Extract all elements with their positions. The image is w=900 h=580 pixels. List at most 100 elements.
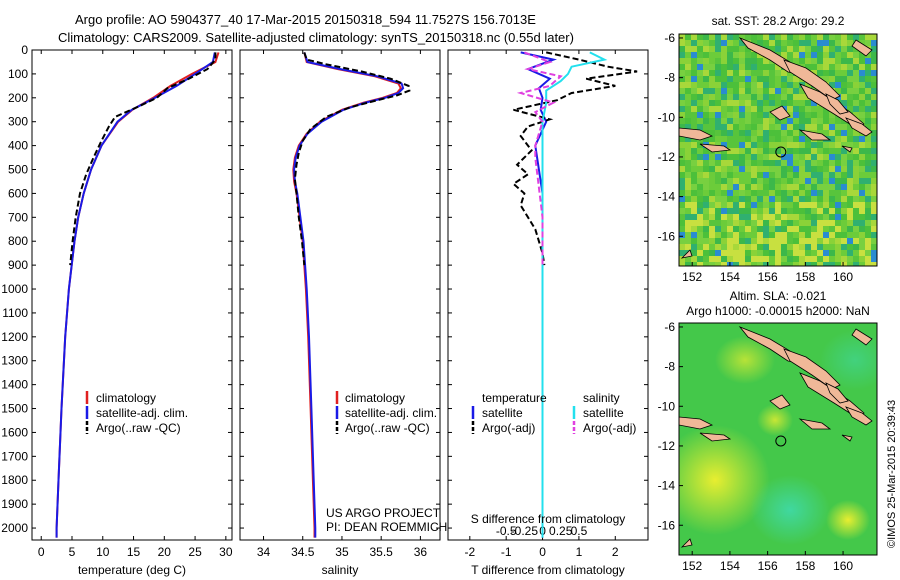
legend-temperature-title: temperature [482,391,547,405]
depth-tick-label: 1000 [1,282,28,296]
sst-cell [733,94,739,100]
sst-cell [787,124,793,130]
sst-cell [751,118,757,124]
sst-cell [751,214,757,220]
sst-cell [835,118,841,124]
sst-cell [757,142,763,148]
sst-cell [859,232,865,238]
x-tick-label: 30 [219,545,233,559]
salinity-panel [239,49,441,541]
sst-cell [859,184,865,190]
sst-cell [829,136,835,142]
sst-cell [727,52,733,58]
sst-cell [769,34,775,40]
sst-cell [847,76,853,82]
sla-map-axes: 152 154 156 158 160 -6 -8 -10 -12 -14 -16 [658,320,854,573]
sst-cell [865,178,871,184]
sla-map-frame [678,322,878,556]
sst-cell [865,232,871,238]
sst-cell [715,262,721,266]
sst-cell [721,130,727,136]
sst-cell [685,70,691,76]
sst-cell [871,214,877,220]
sst-cell [793,94,799,100]
sst-cell [721,52,727,58]
sst-cell [799,40,805,46]
sst-cell [763,106,769,112]
sst-cell [811,190,817,196]
sst-cell [703,136,709,142]
sst-cell [769,262,775,266]
sst-cell [835,148,841,154]
sst-cell [739,118,745,124]
sst-cell [853,94,859,100]
sst-cell [793,124,799,130]
sst-cell [799,172,805,178]
sst-cell [709,88,715,94]
sst-cell [787,148,793,154]
series-line-argo-raw-qc- [69,52,217,266]
sst-cell [757,202,763,208]
sst-cell [805,124,811,130]
sst-cell [745,256,751,262]
sst-cell [745,82,751,88]
sst-cell [685,64,691,70]
sst-map-frame [678,33,878,267]
sst-cell [679,88,685,94]
sst-cell [853,202,859,208]
sst-cell [787,214,793,220]
sst-cell [727,94,733,100]
sst-cell [745,94,751,100]
sst-cell [865,112,871,118]
sst-cell [805,196,811,202]
sst-cell [751,130,757,136]
sst-cell [691,262,697,266]
sst-cell [739,46,745,52]
sst-cell [865,166,871,172]
sst-cell [775,178,781,184]
sst-cell [775,262,781,266]
sst-cell [751,166,757,172]
sst-cell [775,154,781,160]
sst-cell [811,232,817,238]
sst-cell [817,172,823,178]
sst-cell [847,238,853,244]
sst-cell [721,160,727,166]
sst-cell [751,76,757,82]
sst-cell [859,190,865,196]
sst-cell [787,172,793,178]
sst-cell [739,202,745,208]
sst-cell [781,154,787,160]
sst-cell [859,244,865,250]
sst-cell [679,196,685,202]
sst-cell [847,250,853,256]
temperature-xlabel: temperature (deg C) [78,563,186,577]
sst-cell [817,118,823,124]
sst-cell [757,58,763,64]
sst-cell [787,202,793,208]
sst-cell [763,58,769,64]
sst-cell [709,214,715,220]
sst-cell [727,208,733,214]
sst-cell [739,232,745,238]
sst-cell [769,250,775,256]
sst-cell [769,94,775,100]
sst-cell [835,40,841,46]
sst-cell [733,226,739,232]
sst-cell [805,58,811,64]
sst-cell [721,184,727,190]
map-y-tick-label: -16 [658,518,676,532]
sst-cell [787,40,793,46]
sst-cell [841,184,847,190]
sst-cell [805,112,811,118]
x-tick-label: 0 [38,545,45,559]
sst-cell [775,172,781,178]
sst-cell [727,166,733,172]
sst-cell [859,202,865,208]
sst-cell [685,238,691,244]
sst-cell [769,70,775,76]
sst-cell [805,232,811,238]
sst-cell [781,226,787,232]
sst-cell [847,40,853,46]
sst-cell [817,64,823,70]
